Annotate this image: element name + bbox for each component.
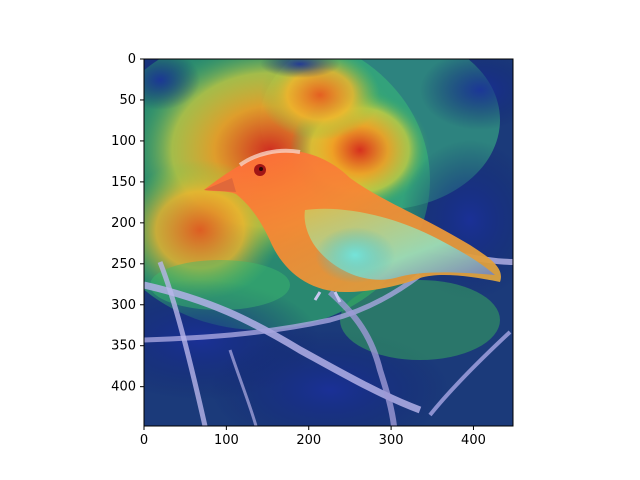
x-tick-label: 100 xyxy=(214,433,239,448)
plot-frame xyxy=(143,58,514,427)
y-tick-label: 400 xyxy=(111,380,136,395)
y-tick-label: 350 xyxy=(111,339,136,354)
x-tick-label: 300 xyxy=(379,433,404,448)
y-tick-label: 250 xyxy=(111,257,136,272)
x-tick-label: 0 xyxy=(140,433,148,448)
y-tick-label: 50 xyxy=(119,93,136,108)
x-axis: 0 100 200 300 400 xyxy=(140,426,486,448)
y-tick-label: 150 xyxy=(111,175,136,190)
y-tick-label: 200 xyxy=(111,216,136,231)
y-axis: 0 50 100 150 200 250 300 350 400 xyxy=(111,52,144,395)
x-tick-label: 200 xyxy=(296,433,321,448)
y-tick-label: 300 xyxy=(111,298,136,313)
y-tick-label: 0 xyxy=(128,52,136,67)
y-tick-label: 100 xyxy=(111,134,136,149)
x-tick-label: 400 xyxy=(461,433,486,448)
plot-image xyxy=(144,59,513,426)
